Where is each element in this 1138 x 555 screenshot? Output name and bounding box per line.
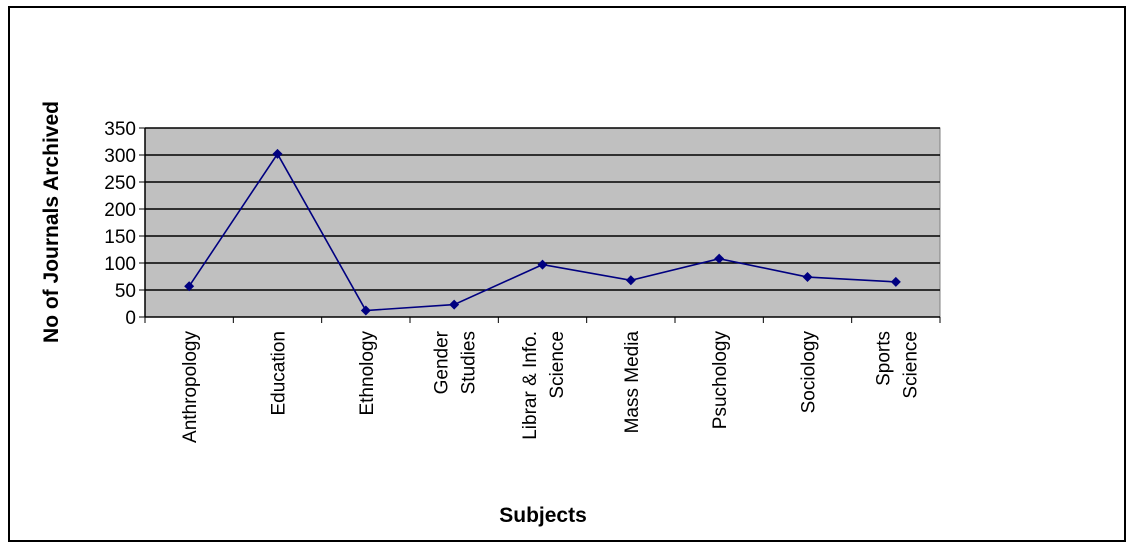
data-point (184, 281, 195, 292)
data-point (714, 253, 725, 264)
data-point (802, 272, 813, 283)
x-tick-label: Sociology (799, 331, 820, 414)
data-point (890, 276, 901, 287)
axes (139, 127, 941, 323)
y-axis-title: No of Journals Archived (40, 101, 63, 343)
x-tick-label: Science (547, 331, 568, 399)
x-tick-labels: Anthropology Education Ethnology Gender Stud… (180, 330, 921, 443)
x-tick-label: Gender (432, 330, 453, 394)
plot-area (144, 127, 941, 318)
y-tick-label: 100 (104, 254, 136, 275)
y-tick-label: 200 (104, 200, 136, 221)
y-tick-label: 350 (104, 119, 136, 140)
x-tick-label: Mass Media (622, 331, 643, 434)
data-point (360, 305, 371, 316)
y-tick-label: 150 (104, 227, 136, 248)
data-point (625, 275, 636, 286)
x-tick-label: Sports (873, 331, 894, 386)
y-tick-labels: 0 50 100 150 200 250 300 350 (104, 119, 136, 329)
x-axis-title: Subjects (499, 504, 587, 527)
x-tick-label: Science (900, 331, 921, 399)
data-point (537, 259, 548, 270)
y-tick-label: 250 (104, 173, 136, 194)
y-tick-label: 0 (125, 308, 136, 329)
x-tick-label: Psuchology (710, 331, 731, 430)
gridlines (145, 127, 940, 291)
series (184, 148, 901, 316)
x-tick-label: Studies (459, 331, 480, 394)
x-tick-label: Ethnology (357, 331, 378, 416)
x-tick-label: Education (269, 331, 290, 416)
x-tick-label: Anthropology (180, 331, 201, 443)
data-point (449, 299, 460, 310)
y-tick-label: 300 (104, 146, 136, 167)
x-tick-label: Librar & Info. (520, 331, 541, 440)
y-tick-label: 50 (115, 281, 136, 302)
data-point (272, 148, 283, 159)
